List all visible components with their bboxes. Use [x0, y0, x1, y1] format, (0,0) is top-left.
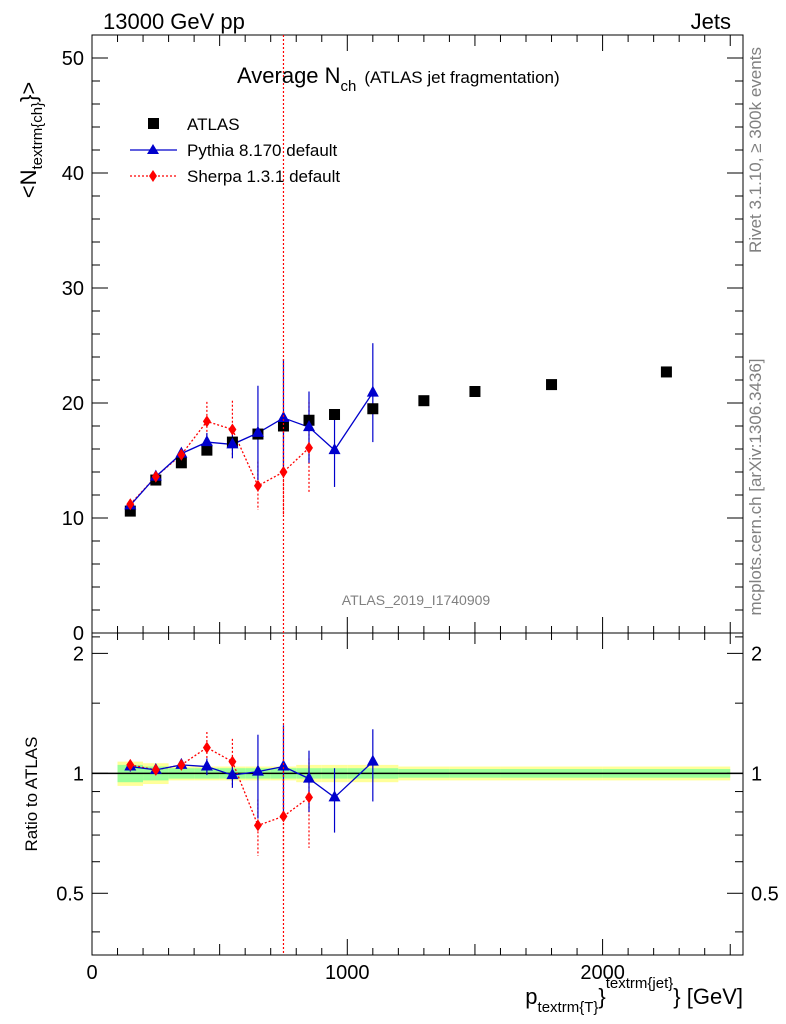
ratio-y-tick-label-right: 0.5: [751, 883, 779, 905]
x-tick-label: 0: [86, 962, 97, 984]
pythia-ratio-point: [251, 764, 264, 776]
header-collision: 13000 GeV pp: [103, 9, 245, 34]
legend-item-atlas: ATLAS: [148, 115, 240, 134]
x-label-sub: textrm{T}: [538, 999, 599, 1016]
x-axis-label: ptextrm{T}}textrm{jet}} [GeV]: [525, 975, 743, 1016]
header-process: Jets: [691, 9, 731, 34]
ratio-frame: [91, 632, 744, 956]
main-y-tick-label: 20: [62, 393, 84, 415]
pythia-ratio-point: [328, 790, 341, 802]
main-y-label-suffix: }>: [16, 82, 41, 102]
main-y-tick-label: 30: [62, 278, 84, 300]
sherpa-ratio-point: [228, 755, 237, 768]
legend-sherpa-marker: [149, 170, 157, 182]
pythia-data-point: [251, 425, 264, 437]
sherpa-data-point: [177, 448, 186, 461]
ratio-y-tick-label-right: 1: [751, 763, 762, 785]
sherpa-ratio-point: [177, 758, 186, 771]
x-label-base: p: [525, 984, 537, 1009]
legend-sherpa-label: Sherpa 1.3.1 default: [187, 167, 340, 186]
main-y-tick-label: 10: [62, 508, 84, 530]
plot-title: Average Nch (ATLAS jet fragmentation): [237, 63, 560, 95]
atlas-data-point: [277, 420, 289, 432]
sherpa-ratio-point: [253, 819, 262, 832]
pythia-ratio-line: [130, 761, 374, 799]
x-label-mid: }: [598, 984, 605, 1009]
ratio-y-axis-label: Ratio to ATLAS: [22, 737, 41, 852]
x-label-suffix: } [GeV]: [673, 984, 743, 1009]
legend-pythia-label: Pythia 8.170 default: [187, 141, 338, 160]
x-tick-label: 2000: [580, 962, 625, 984]
ratio-y-tick-label-right: 2: [751, 643, 762, 665]
legend-item-pythia: Pythia 8.170 default: [130, 141, 338, 160]
atlas-data-point: [418, 395, 430, 407]
sherpa-data-point: [126, 498, 135, 511]
plot-title-main: Average N: [237, 63, 341, 88]
atlas-data-point: [124, 505, 136, 517]
sherpa-data-point: [305, 441, 313, 454]
pythia-ratio-point: [226, 768, 239, 780]
atlas-data-point: [329, 409, 341, 420]
sherpa-series-line: [129, 420, 310, 505]
pythia-series-line: [129, 392, 374, 506]
ratio-data-marks: [124, 725, 379, 871]
side-label-rivet: Rivet 3.1.10, ≥ 300k events: [746, 47, 765, 253]
pythia-data-point: [226, 437, 239, 449]
atlas-data-point: [367, 403, 379, 415]
main-data-marks: [124, 343, 672, 517]
sherpa-ratio-line: [130, 746, 310, 827]
atlas-data-point: [660, 366, 672, 378]
sherpa-ratio-point: [305, 791, 313, 804]
pythia-ratio-point: [303, 771, 315, 783]
pythia-ratio-point: [200, 759, 213, 771]
pythia-data-point: [303, 420, 315, 432]
main-y-tick-label: 0: [73, 623, 84, 645]
legend-pythia-marker: [147, 144, 159, 154]
pythia-data-point: [200, 435, 213, 447]
main-y-axis-label: <Ntextrm{ch}}>: [16, 82, 46, 198]
x-tick-label: 1000: [325, 962, 370, 984]
pythia-data-point: [366, 385, 379, 397]
atlas-data-point: [546, 379, 558, 391]
ratio-panel: 0.5 0.5 1 1 2 2 0 1000 2000: [56, 632, 779, 984]
ratio-ticks: 0.5 0.5 1 1 2 2 0 1000 2000: [56, 633, 779, 984]
ratio-y-tick-label: 2: [73, 643, 84, 665]
plot-title-sub: ch: [341, 78, 357, 95]
atlas-data-point: [175, 457, 187, 469]
side-label-mcplots: mcplots.cern.ch [arXiv:1306.3436]: [746, 358, 765, 615]
analysis-watermark: ATLAS_2019_I1740909: [342, 592, 491, 608]
main-y-tick-label: 50: [62, 48, 84, 70]
sherpa-ratio-point: [151, 763, 160, 776]
ratio-y-tick-label: 1: [73, 763, 84, 785]
sherpa-data-point: [253, 479, 262, 492]
x-label-sup: textrm{jet}: [606, 975, 674, 992]
plot-title-note: (ATLAS jet fragmentation): [364, 68, 559, 87]
sherpa-data-point: [228, 423, 237, 436]
legend: ATLAS Pythia 8.170 default Sherpa 1.3.1 …: [130, 115, 340, 186]
sherpa-ratio-point: [202, 741, 211, 754]
legend-atlas-marker: [148, 118, 159, 129]
legend-item-sherpa: Sherpa 1.3.1 default: [130, 167, 340, 186]
main-y-tick-label: 40: [62, 163, 84, 185]
pythia-ratio-point: [366, 754, 379, 766]
pythia-ratio-point: [277, 759, 290, 771]
ratio-y-tick-label: 0.5: [56, 883, 84, 905]
sherpa-data-point: [202, 415, 211, 428]
main-panel: 0 10 20 30 40 50: [62, 34, 744, 645]
main-y-label-sub: textrm{ch}: [29, 102, 46, 170]
main-ticks: 0 10 20 30 40 50: [62, 35, 743, 645]
sherpa-ratio-point: [126, 758, 135, 771]
atlas-data-point: [201, 444, 213, 456]
sherpa-data-point: [151, 470, 160, 483]
pythia-data-point: [328, 443, 341, 455]
main-y-label-base: <N: [16, 169, 41, 198]
legend-atlas-label: ATLAS: [187, 115, 240, 134]
atlas-data-point: [469, 386, 481, 397]
